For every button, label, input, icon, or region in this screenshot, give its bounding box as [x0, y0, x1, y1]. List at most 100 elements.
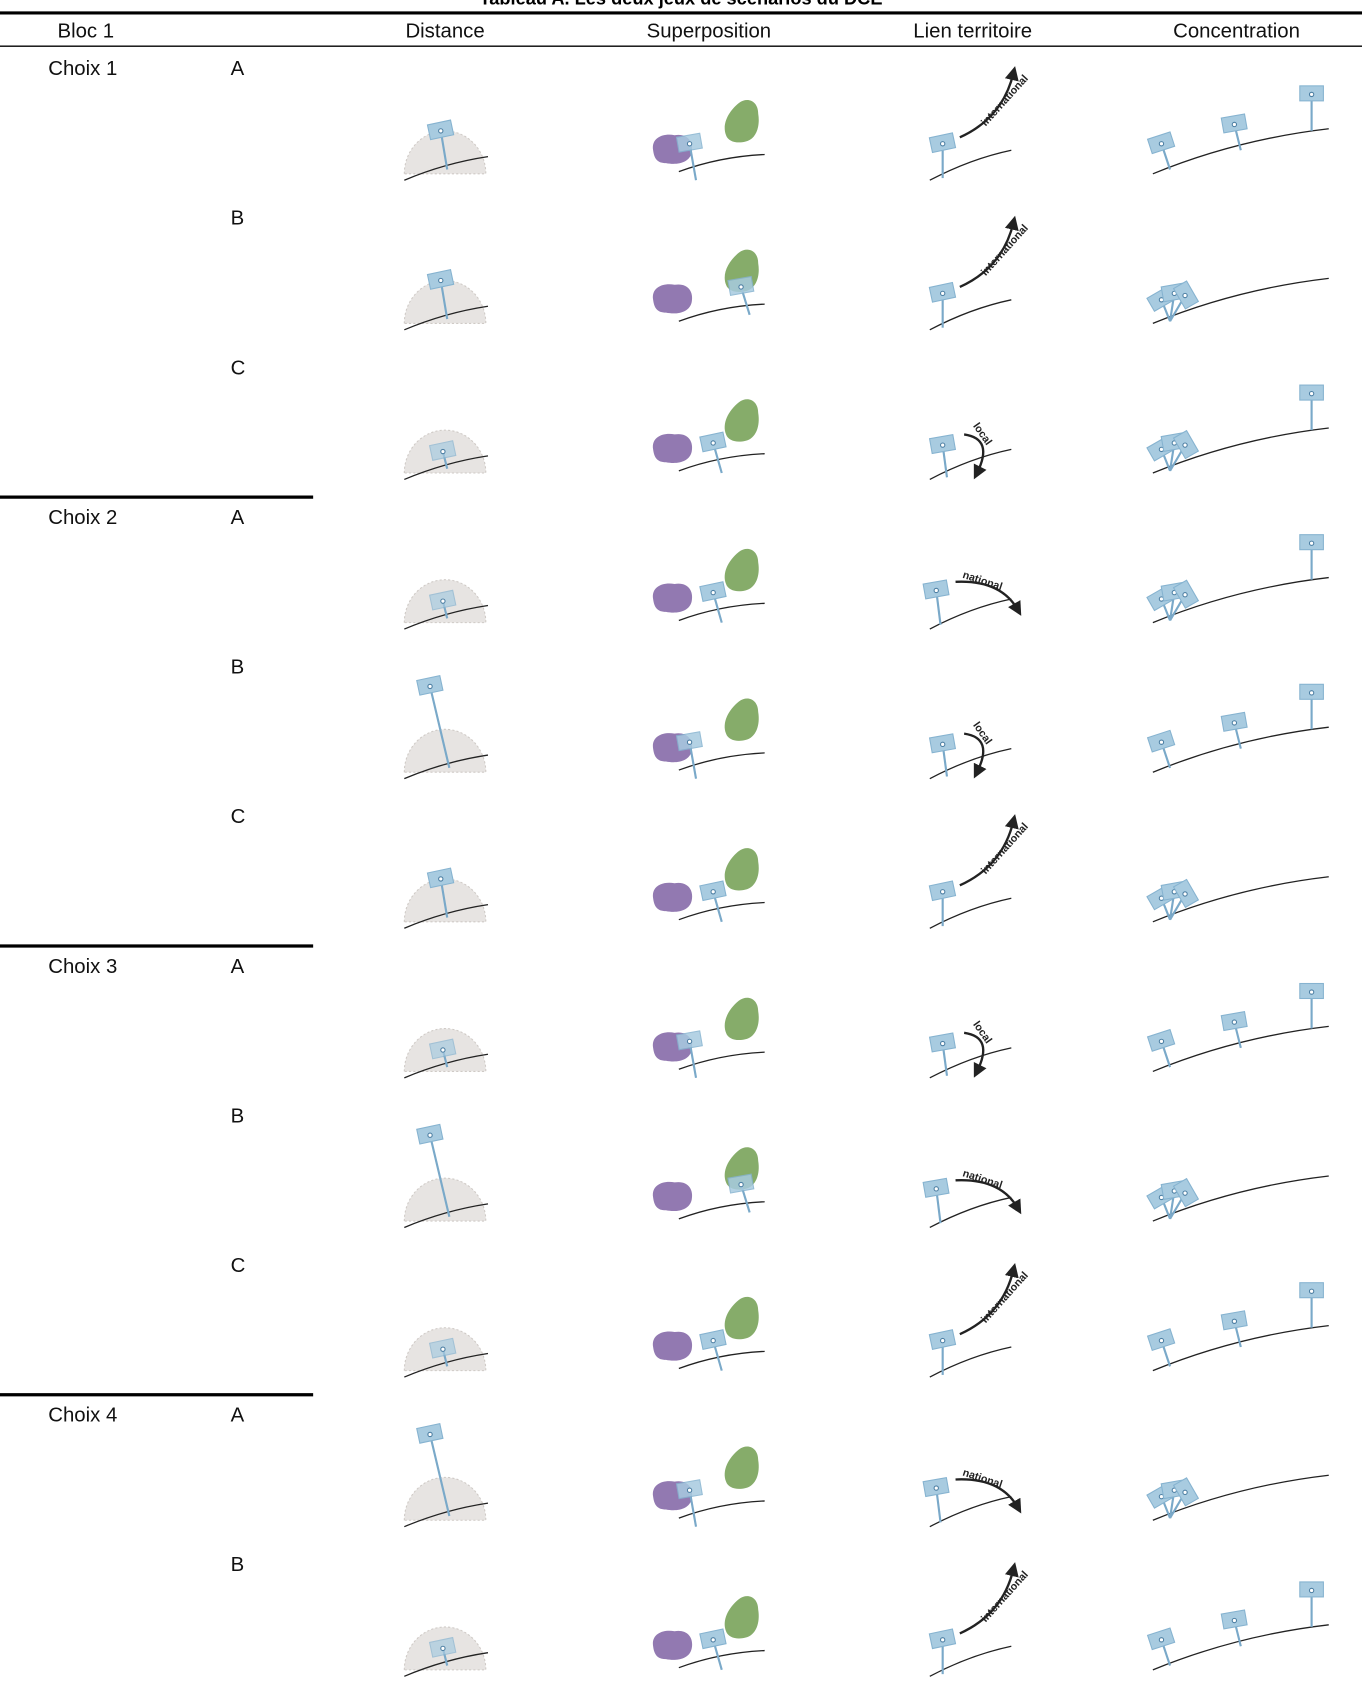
blob-green [724, 698, 759, 741]
blob-green [724, 100, 759, 143]
sign-dot [440, 1346, 446, 1352]
header-cell: Concentration [1173, 21, 1300, 43]
ground [678, 1201, 765, 1220]
concentration-icon [1146, 85, 1329, 175]
link-icon: national [922, 1467, 1022, 1528]
option-label: A [231, 507, 245, 529]
ground [678, 1350, 765, 1370]
sign-dot [427, 683, 433, 690]
link-label: national [961, 1467, 1004, 1491]
sign-dot [1158, 1337, 1165, 1344]
link-arrow [959, 1562, 1019, 1635]
ground [929, 1047, 1012, 1079]
ground [678, 153, 765, 173]
distance-icon [403, 119, 489, 181]
sign-dot [438, 876, 444, 882]
link-label: national [961, 1167, 1004, 1191]
link-arrow [955, 1478, 1022, 1514]
concentration-icon [1146, 1474, 1329, 1521]
blob-purple [652, 1630, 693, 1660]
link-icon: international [928, 1262, 1031, 1378]
sign-dot [440, 448, 446, 455]
option-label: B [231, 208, 245, 230]
sign-dot [1231, 720, 1238, 726]
blob-green [724, 1446, 759, 1489]
sign-dot [1231, 121, 1238, 128]
concentration-icon [1146, 277, 1329, 324]
distance-icon [403, 429, 489, 481]
link-icon: international [928, 1562, 1031, 1677]
link-label: local [970, 720, 994, 747]
superposition-icon [652, 1296, 765, 1371]
link-arrow [955, 580, 1022, 616]
ground [404, 1203, 489, 1229]
sign-dot [1308, 91, 1315, 98]
blob-purple [652, 1181, 693, 1212]
sign-dot [710, 1337, 716, 1344]
ground [678, 1051, 765, 1070]
ground [678, 901, 765, 921]
option-label: C [231, 1255, 246, 1277]
sign-dot [939, 442, 946, 448]
sign-dot [1308, 1587, 1315, 1594]
concentration-icon [1146, 683, 1329, 773]
sign-dot [939, 141, 946, 147]
sign-dot [933, 1485, 939, 1491]
sign-dot [438, 128, 444, 134]
blob-green [724, 399, 759, 442]
link-icon: national [922, 1167, 1022, 1229]
sign-dot [686, 1487, 693, 1493]
link-icon: international [928, 814, 1031, 929]
sign-dot [1158, 1038, 1165, 1045]
ground [929, 747, 1012, 780]
header-cell: Superposition [647, 21, 772, 43]
ground [678, 1649, 765, 1669]
sign-dot [427, 1132, 433, 1138]
link-arrow [959, 215, 1019, 289]
table-title: Tableau A. Les deux jeux de scénarios du… [480, 0, 883, 8]
sign-dot [1231, 1617, 1238, 1624]
choice-label: Choix 3 [48, 956, 117, 978]
superposition-icon [652, 1446, 765, 1527]
distance-icon [403, 674, 489, 780]
header-cell: Distance [405, 21, 484, 43]
ground [1152, 1025, 1329, 1073]
blob-green [724, 1296, 759, 1340]
link-arrow [963, 1031, 987, 1078]
option-label: A [231, 956, 245, 978]
sign-dot [1308, 540, 1315, 546]
blob-green [724, 848, 759, 891]
ground [929, 1645, 1012, 1677]
sign-dot [710, 1637, 716, 1643]
concentration-icon [1146, 982, 1329, 1073]
link-icon: international [928, 66, 1031, 181]
link-arrow [959, 814, 1019, 887]
superposition-icon [652, 1147, 765, 1220]
sign-dot [1182, 891, 1188, 897]
blob-green [724, 1596, 759, 1639]
link-label: local [970, 421, 994, 448]
post [429, 686, 451, 769]
concentration-icon [1146, 534, 1329, 624]
sign-dot [1308, 390, 1315, 397]
sign-dot [427, 1431, 433, 1438]
sign-dot [1182, 592, 1188, 598]
blob-green [724, 997, 759, 1041]
sign-dot [1158, 141, 1165, 147]
sign-dot [1308, 690, 1315, 696]
superposition-icon [652, 399, 765, 474]
ground [678, 453, 765, 472]
option-label: C [231, 806, 246, 828]
superposition-icon [652, 548, 765, 623]
link-label: international [979, 1569, 1031, 1625]
sign-dot [686, 739, 693, 745]
option-label: C [231, 357, 246, 379]
concentration-icon [1146, 1282, 1329, 1372]
option-label: B [231, 657, 245, 679]
sign-dot [710, 889, 716, 895]
concentration-icon [1146, 876, 1329, 923]
link-icon: local [928, 421, 1012, 481]
choice-label: Choix 2 [48, 507, 117, 529]
ground [404, 754, 489, 780]
